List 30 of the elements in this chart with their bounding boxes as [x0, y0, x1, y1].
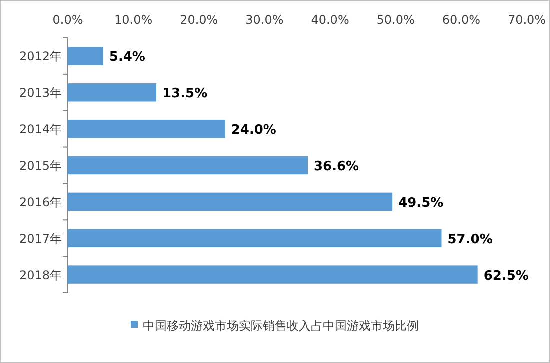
- y-tick-label: 2016年: [19, 195, 62, 210]
- y-tick-label: 2014年: [19, 122, 62, 137]
- x-tick-label: 60.0%: [442, 13, 480, 27]
- data-label: 36.6%: [314, 160, 360, 174]
- y-tick-label: 2018年: [19, 268, 62, 282]
- y-tick-label: 2017年: [19, 232, 62, 246]
- data-label: 57.0%: [448, 232, 493, 248]
- y-tick-label: 2015年: [19, 159, 62, 173]
- data-label: 62.5%: [484, 268, 529, 284]
- bar: [68, 47, 104, 66]
- bar: [68, 229, 442, 248]
- bar: [68, 120, 226, 138]
- x-tick-label: 0.0%: [52, 13, 84, 27]
- x-tick-label: 10.0%: [114, 13, 153, 27]
- x-tick-label: 70.0%: [508, 13, 546, 27]
- y-tick-label: 2013年: [19, 86, 62, 100]
- bar: [68, 192, 393, 212]
- y-tick-label: 2012年: [19, 50, 62, 64]
- data-label: 5.4%: [109, 50, 146, 66]
- bar: [68, 84, 157, 102]
- data-label: 49.5%: [398, 196, 444, 211]
- bar: [68, 266, 478, 284]
- x-tick-label: 20.0%: [180, 13, 218, 27]
- x-tick-label: 50.0%: [376, 13, 415, 27]
- x-tick-label: 30.0%: [246, 13, 284, 27]
- bar: [68, 156, 308, 175]
- data-label: 13.5%: [162, 86, 208, 102]
- legend-label: 中国移动游戏市场实际销售收入占中国游戏市场比例: [143, 319, 419, 333]
- data-label: 24.0%: [231, 123, 276, 138]
- x-tick-label: 40.0%: [311, 13, 350, 27]
